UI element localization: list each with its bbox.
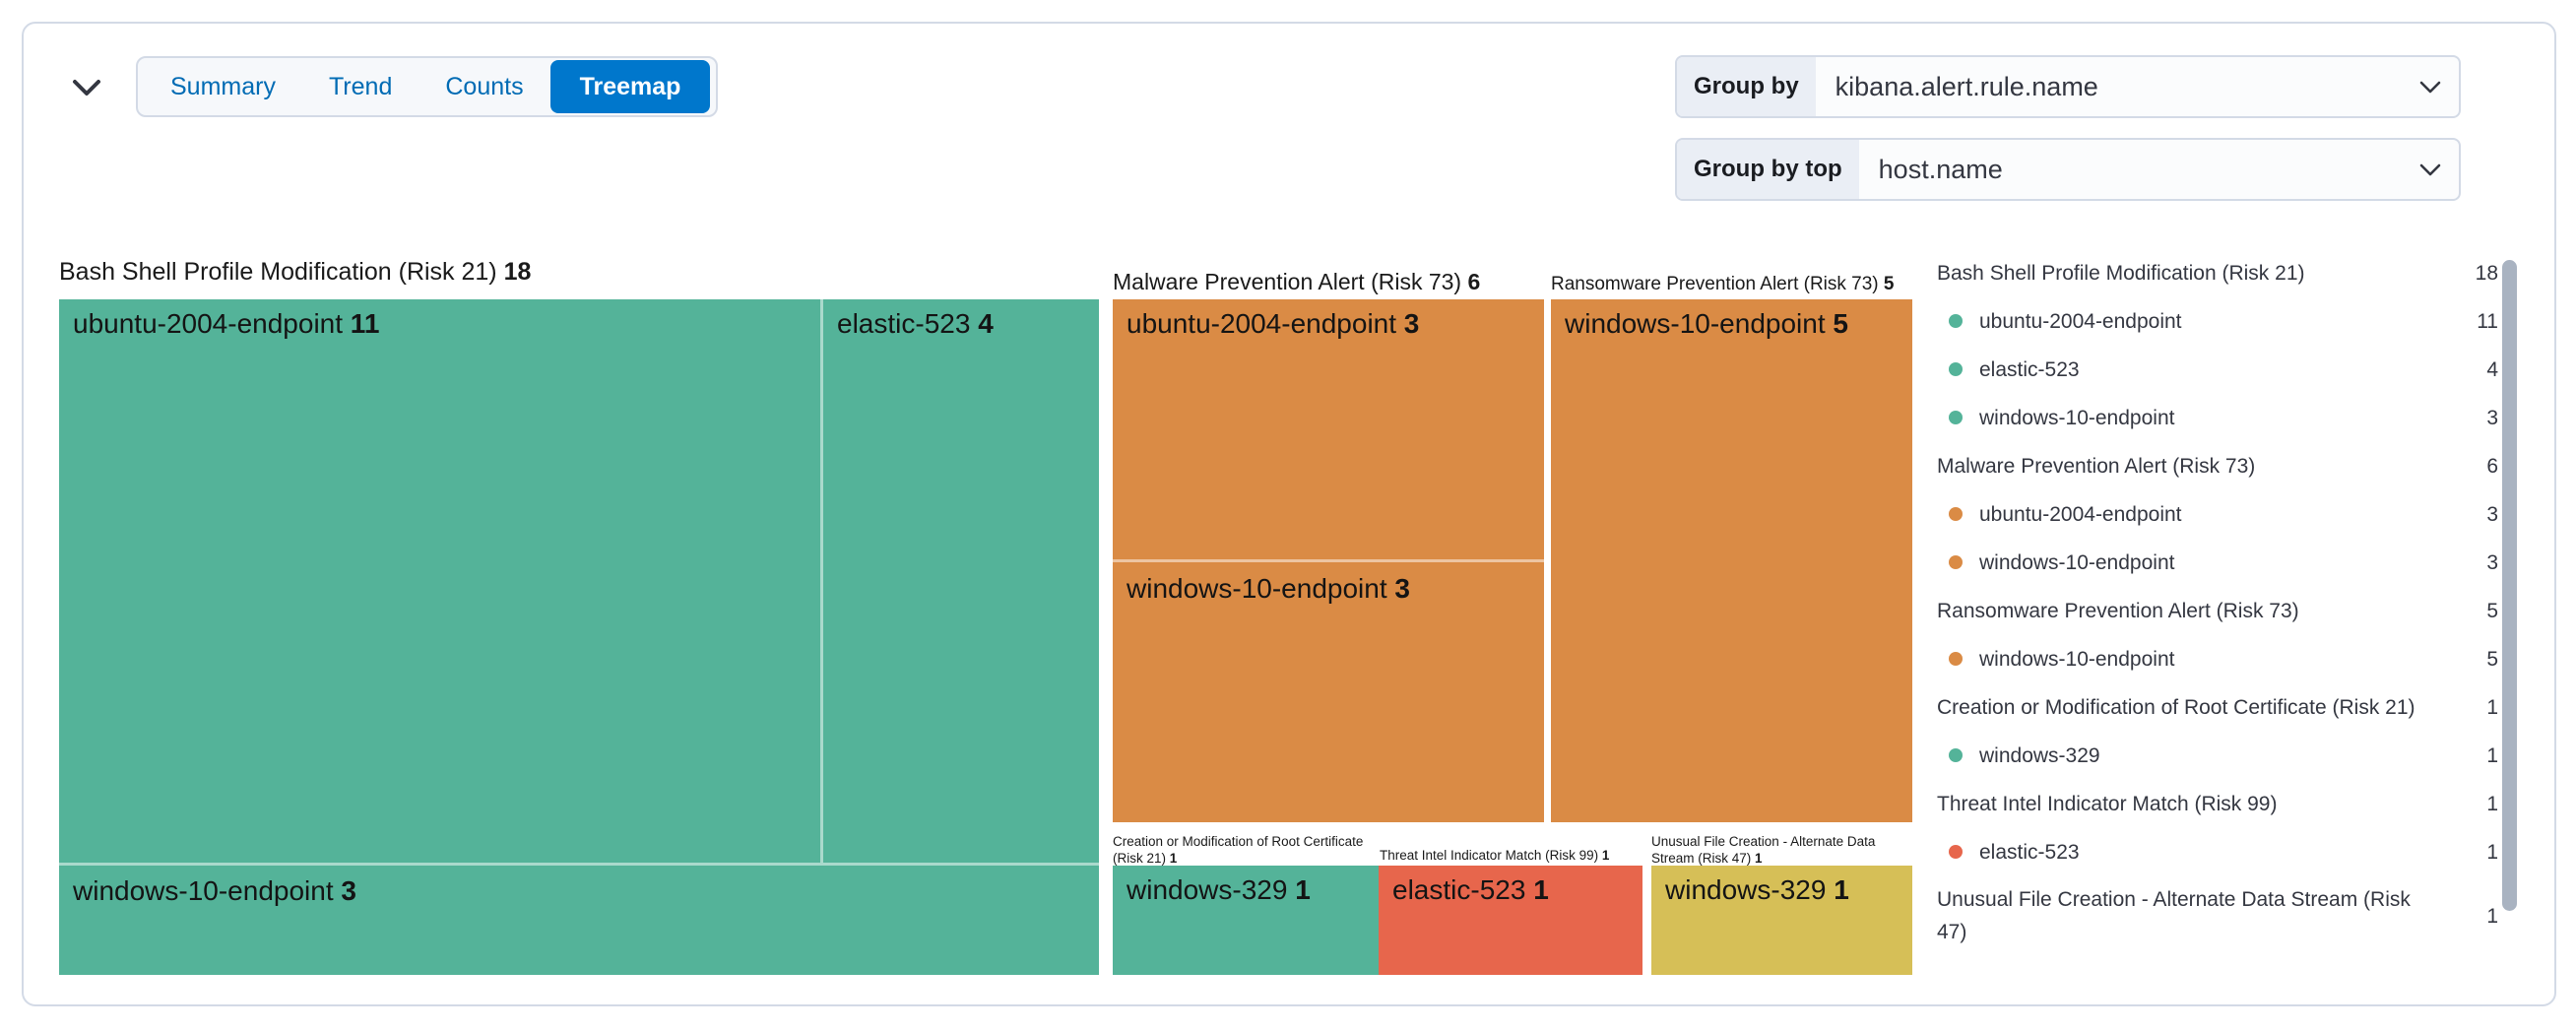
legend-item[interactable]: windows-10-endpoint 3 — [1937, 546, 2498, 579]
group-by-select[interactable]: Group by kibana.alert.rule.name — [1675, 55, 2461, 118]
legend-dot — [1949, 507, 1963, 521]
group-by-label: Group by — [1677, 57, 1816, 116]
treemap-cell-malware-ubuntu[interactable]: ubuntu-2004-endpoint 3 — [1127, 308, 1420, 339]
group-by-top-value: host.name — [1878, 154, 2003, 184]
legend-item[interactable]: elastic-523 1 — [1937, 835, 2498, 869]
treemap-legend: Bash Shell Profile Modification (Risk 21… — [1937, 256, 2498, 963]
treemap-group-header-unusual-file: Unusual File Creation - Alternate Data S… — [1651, 834, 1876, 866]
view-selector-button-group: Summary Trend Counts Treemap — [136, 56, 719, 117]
treemap-group-header-bash: Bash Shell Profile Modification (Risk 21… — [59, 258, 532, 286]
tab-treemap[interactable]: Treemap — [549, 60, 711, 113]
chevron-down-icon — [2419, 140, 2459, 199]
legend-dot — [1949, 555, 1963, 569]
tab-trend[interactable]: Trend — [302, 60, 419, 113]
legend-rule-root-certificate[interactable]: Creation or Modification of Root Certifi… — [1937, 695, 2498, 719]
treemap-cell-threat-intel-elastic523[interactable]: elastic-523 1 — [1379, 866, 1642, 975]
legend-dot — [1949, 314, 1963, 328]
legend-scrollbar-thumb[interactable] — [2502, 260, 2517, 911]
treemap-group-header-root-certificate: Creation or Modification of Root Certifi… — [1113, 834, 1364, 866]
treemap-cell-malware-windows10[interactable]: windows-10-endpoint 3 — [1127, 573, 1410, 604]
legend-item[interactable]: windows-10-endpoint 5 — [1937, 642, 2498, 676]
group-by-value: kibana.alert.rule.name — [1835, 71, 2098, 101]
group-by-top-select[interactable]: Group by top host.name — [1675, 138, 2461, 201]
cell-divider — [820, 299, 823, 863]
treemap-group-header-ransomware: Ransomware Prevention Alert (Risk 73) 5 — [1551, 274, 1895, 294]
alerts-panel: Summary Trend Counts Treemap Group by ki… — [22, 22, 2556, 1006]
treemap-section-bash: ubuntu-2004-endpoint 11 elastic-523 4 wi… — [59, 299, 1099, 975]
legend-rule-threat-intel[interactable]: Threat Intel Indicator Match (Risk 99) 1 — [1937, 792, 2498, 815]
chevron-down-icon — [73, 80, 100, 96]
legend-dot — [1949, 411, 1963, 424]
cell-divider — [1113, 559, 1544, 562]
legend-dot — [1949, 845, 1963, 859]
legend-dot — [1949, 362, 1963, 376]
legend-item[interactable]: windows-10-endpoint 3 — [1937, 401, 2498, 434]
cell-divider — [59, 863, 1099, 866]
treemap-section-ransomware: windows-10-endpoint 5 — [1551, 299, 1912, 822]
group-by-top-label: Group by top — [1677, 140, 1859, 199]
legend-rule-unusual-file[interactable]: Unusual File Creation - Alternate Data S… — [1937, 888, 2498, 943]
treemap-group-header-malware: Malware Prevention Alert (Risk 73) 6 — [1113, 269, 1481, 294]
treemap-cell-unusual-file-windows329[interactable]: windows-329 1 — [1651, 866, 1912, 975]
legend-dot — [1949, 748, 1963, 762]
legend-item[interactable]: windows-329 1 — [1937, 739, 2498, 772]
legend-rule-ransomware[interactable]: Ransomware Prevention Alert (Risk 73) 5 — [1937, 599, 2498, 622]
treemap-cell-ransomware-windows10[interactable]: windows-10-endpoint 5 — [1565, 308, 1848, 339]
legend-item[interactable]: ubuntu-2004-endpoint 3 — [1937, 497, 2498, 531]
treemap-cell-bash-windows10[interactable]: windows-10-endpoint 3 — [73, 875, 356, 906]
legend-item[interactable]: ubuntu-2004-endpoint 11 — [1937, 304, 2498, 338]
treemap-cell-root-certificate-windows329[interactable]: windows-329 1 — [1113, 866, 1379, 975]
legend-rule-malware[interactable]: Malware Prevention Alert (Risk 73) 6 — [1937, 454, 2498, 478]
chevron-down-icon — [2419, 57, 2459, 116]
legend-rule-bash[interactable]: Bash Shell Profile Modification (Risk 21… — [1937, 261, 2498, 285]
treemap-cell-bash-ubuntu[interactable]: ubuntu-2004-endpoint 11 — [73, 308, 380, 339]
tab-summary[interactable]: Summary — [144, 60, 302, 113]
treemap-cell-bash-elastic[interactable]: elastic-523 4 — [837, 308, 994, 339]
treemap-group-header-threat-intel: Threat Intel Indicator Match (Risk 99) 1 — [1380, 848, 1610, 863]
legend-dot — [1949, 652, 1963, 666]
treemap-section-malware: ubuntu-2004-endpoint 3 windows-10-endpoi… — [1113, 299, 1544, 822]
legend-item[interactable]: elastic-523 4 — [1937, 353, 2498, 386]
collapse-section-button[interactable] — [61, 65, 112, 110]
tab-counts[interactable]: Counts — [419, 60, 549, 113]
